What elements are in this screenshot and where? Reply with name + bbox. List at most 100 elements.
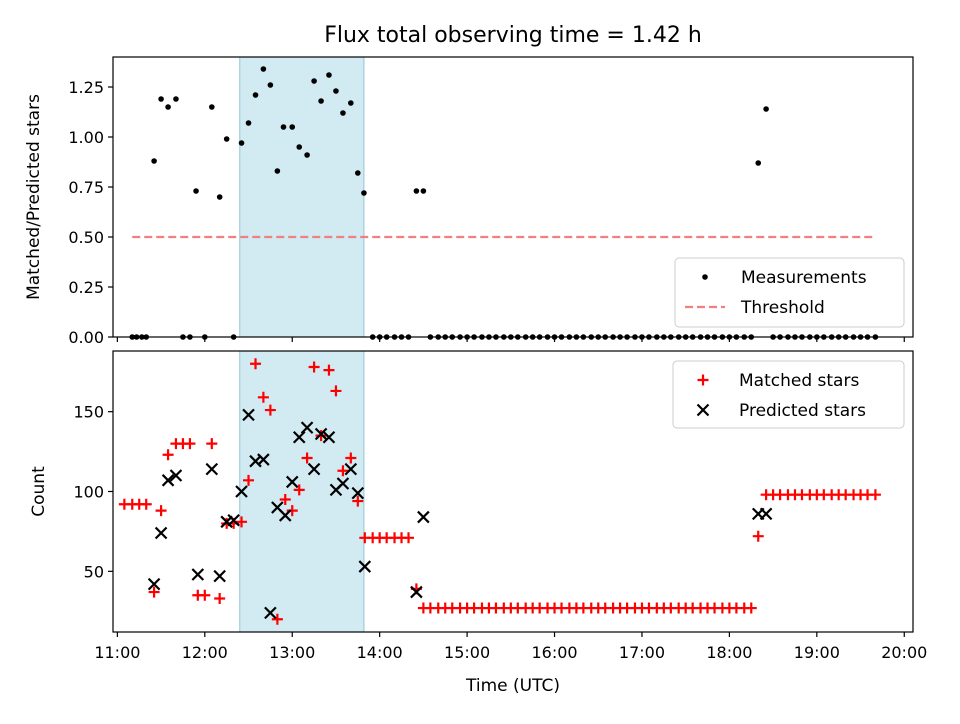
matched-star-point (308, 361, 320, 373)
legend-plus-swatch (697, 374, 709, 386)
measurement-point (413, 188, 420, 194)
matched-star-point (345, 452, 357, 464)
predicted-star-point (257, 453, 270, 466)
matched-star-point (869, 489, 881, 501)
predicted-star-point (242, 408, 255, 422)
predicted-star-point (322, 430, 336, 444)
measurement-point (158, 96, 164, 102)
matched-star-point (140, 498, 152, 510)
matched-star-point (148, 586, 160, 598)
matched-star-point (199, 589, 211, 601)
measurement-point (173, 96, 179, 102)
predicted-star-point (154, 526, 168, 540)
measurement-point (420, 188, 427, 194)
x-tick-label: 11:00 (94, 643, 140, 662)
measurement-point (208, 104, 215, 110)
x-tick-label: 15:00 (444, 643, 490, 662)
matched-star-point (745, 602, 757, 614)
top-y-tick-label: 0.00 (68, 328, 104, 347)
bottom-y-tick-label: 50 (84, 562, 104, 581)
matched-star-point (250, 358, 262, 370)
measurement-point (280, 124, 287, 130)
predicted-star-point (410, 585, 423, 599)
matched-star-point (243, 474, 255, 486)
predicted-star-point (264, 606, 277, 620)
predicted-star-point (191, 568, 205, 581)
matched-star-point (315, 430, 327, 442)
measurement-point (238, 140, 245, 146)
x-tick-label: 18:00 (706, 643, 752, 662)
predicted-star-point (300, 421, 314, 434)
top-panel: 0.00 0.25 0.50 0.75 1.00 1.25 Matched/Predicte… (24, 56, 914, 347)
predicted-star-point (358, 560, 372, 573)
top-y-tick-label: 1.25 (68, 78, 104, 97)
x-tick-label: 13:00 (269, 643, 315, 662)
measurement-point (245, 120, 252, 126)
predicted-star-point (169, 469, 183, 482)
legend-label: Predicted stars (739, 401, 866, 421)
measurement-point (318, 98, 324, 104)
bottom-series-predicted-stars (147, 408, 773, 620)
matched-star-point (264, 404, 276, 416)
top-y-tick-label: 0.75 (68, 178, 104, 197)
matched-star-point (162, 449, 174, 461)
legend-label: Threshold (740, 298, 825, 318)
x-axis-label: Time (UTC) (465, 676, 560, 696)
matched-star-point (752, 530, 764, 542)
predicted-star-point (307, 462, 321, 476)
predicted-star-point (336, 477, 350, 490)
predicted-star-point (278, 509, 292, 522)
top-axes-frame (112, 56, 914, 338)
measurement-point (193, 188, 199, 194)
measurement-point (267, 82, 274, 88)
measurement-point (763, 106, 769, 112)
top-y-tick-label: 1.00 (68, 128, 104, 147)
measurement-point (326, 72, 332, 78)
top-observing-span (239, 56, 365, 338)
predicted-star-point (759, 507, 773, 521)
measurement-point (333, 88, 339, 94)
matched-star-point (279, 493, 291, 505)
bottom-legend: Matched stars Predicted stars (672, 360, 905, 429)
predicted-star-point (147, 577, 161, 591)
x-tick-label: 17:00 (619, 643, 665, 662)
measurement-point (289, 124, 296, 130)
x-tick-label: 19:00 (794, 643, 840, 662)
x-tick-label: 20:00 (881, 643, 927, 662)
matched-star-point (403, 532, 415, 544)
bottom-y-tick-label: 150 (73, 403, 104, 422)
bottom-observing-span (239, 350, 365, 633)
measurement-point (311, 78, 317, 84)
bottom-panel: 50 100 150 11:00 12:00 13:00 14:00 15:00 16:00 17… (29, 350, 927, 662)
matched-star-point (214, 592, 226, 604)
measurement-point (355, 170, 361, 176)
predicted-star-point (161, 474, 175, 487)
predicted-star-point (285, 475, 299, 489)
matched-star-point (155, 505, 167, 517)
measurement-point (165, 104, 171, 110)
x-tick-label: 12:00 (182, 643, 228, 662)
top-legend: Measurements Threshold (674, 257, 905, 328)
matched-star-point (236, 516, 248, 528)
predicted-star-point (292, 430, 306, 444)
measurement-point (274, 168, 281, 174)
matched-star-point (337, 465, 349, 477)
measurement-point (304, 152, 310, 158)
measurement-point (151, 158, 157, 164)
bottom-legend-box (672, 360, 905, 429)
matched-star-point (257, 391, 269, 403)
matched-star-point (206, 438, 218, 450)
bottom-y-axis-label: Count (29, 466, 49, 517)
matched-star-point (330, 385, 342, 397)
x-tick-label: 14:00 (357, 643, 403, 662)
predicted-star-point (351, 486, 365, 500)
top-y-axis-label: Matched/Predicted stars (24, 94, 44, 300)
measurement-point (296, 144, 303, 150)
top-legend-box (674, 257, 905, 328)
top-y-tick-label: 0.25 (68, 278, 104, 297)
measurement-point (348, 100, 354, 106)
chart-title: Flux total observing time = 1.42 h (324, 23, 702, 48)
matched-star-point (323, 364, 335, 376)
